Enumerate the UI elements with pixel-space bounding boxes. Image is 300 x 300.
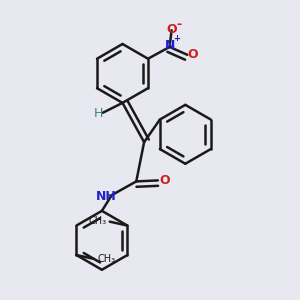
Text: O: O — [188, 48, 199, 61]
Text: +: + — [173, 34, 180, 43]
Text: CH₃: CH₃ — [97, 254, 115, 264]
Text: -: - — [177, 18, 182, 31]
Text: N: N — [164, 40, 175, 52]
Text: H: H — [93, 107, 103, 120]
Text: CH₃: CH₃ — [89, 216, 107, 226]
Text: O: O — [166, 23, 177, 36]
Text: O: O — [159, 174, 170, 187]
Text: NH: NH — [95, 190, 116, 202]
